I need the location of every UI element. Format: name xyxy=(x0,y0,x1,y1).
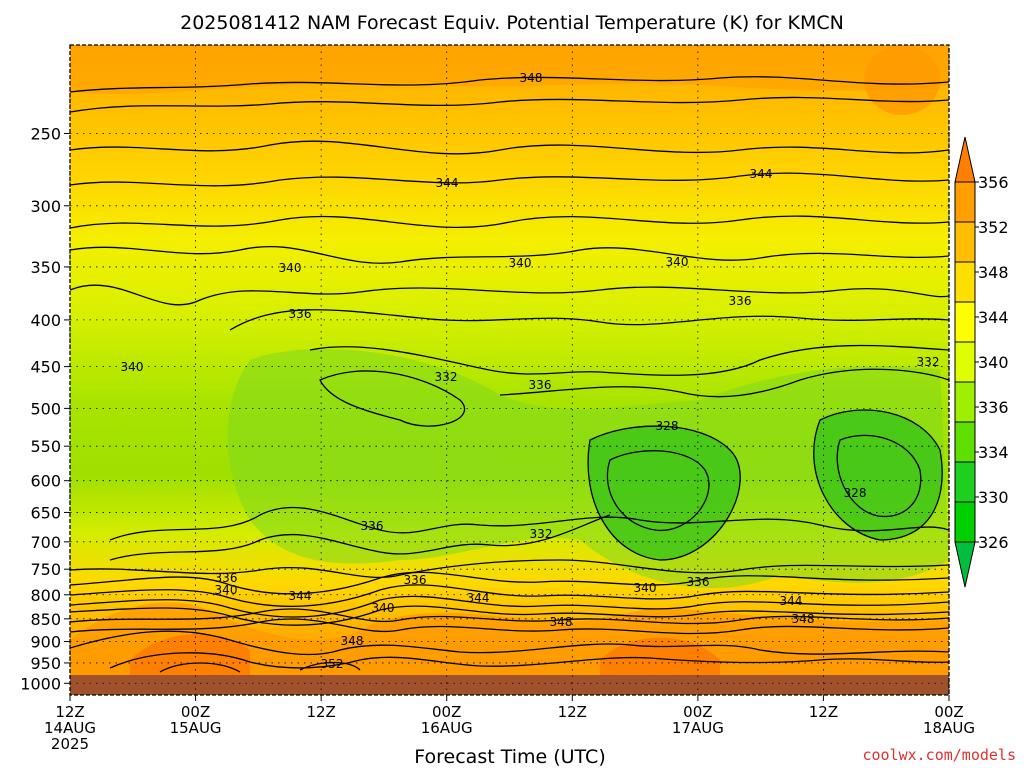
x-tick-label: 12Z xyxy=(558,703,587,721)
colorbar-label: 356 xyxy=(978,173,1009,192)
contour-label-8: 336 xyxy=(289,307,312,321)
y-tick-label: 250 xyxy=(30,124,61,143)
contour-label-2: 344 xyxy=(436,176,459,190)
plot-border xyxy=(69,44,950,696)
y-tick-label: 850 xyxy=(30,610,61,629)
contour-label-28: 348 xyxy=(341,634,364,648)
contour-label-3: 344 xyxy=(750,167,773,181)
colorbar-label: 344 xyxy=(978,308,1009,327)
credit-text: coolwx.com/models xyxy=(862,746,1016,764)
colorbar-segment xyxy=(954,381,976,423)
y-tick-label: 350 xyxy=(30,258,61,277)
x-tick-label: 12Z xyxy=(809,703,838,721)
colorbar-label: 326 xyxy=(978,533,1009,552)
y-tick-label: 500 xyxy=(30,399,61,418)
y-axis: 250 300 350 400 450 500 550 600 650 700 750 800 850 9… xyxy=(20,124,70,693)
colorbar-segment xyxy=(954,301,976,343)
x-tick-label: 00Z xyxy=(432,703,461,721)
warm-region-high xyxy=(70,45,949,95)
colorbar-segment xyxy=(954,181,976,223)
y-tick-label: 800 xyxy=(30,586,61,605)
contour-lines xyxy=(70,76,949,673)
contour-label-9: 336 xyxy=(729,294,752,308)
colorbar-segment xyxy=(954,261,976,303)
x-tick-label: 17AUG xyxy=(672,719,724,737)
contour-label-24: 344 xyxy=(467,591,490,605)
contour-label-4: 340 xyxy=(279,261,302,275)
warm-cell-upper-right xyxy=(864,45,940,115)
contour-label-20: 336 xyxy=(687,575,710,589)
warm-region-low xyxy=(70,602,949,675)
contour-label-18: 336 xyxy=(404,573,427,587)
colorbar-segment xyxy=(954,341,976,383)
contour-label-27: 348 xyxy=(792,612,815,626)
x-tick-label: 18AUG xyxy=(923,719,975,737)
y-tick-label: 1000 xyxy=(20,674,61,693)
x-tick-label: 2025 xyxy=(51,735,89,753)
contour-label-14: 328 xyxy=(656,419,679,433)
colorbar: 356 352 348 344 340 336 334 330 326 xyxy=(954,136,1009,588)
contour-label-21: 340 xyxy=(634,581,657,595)
contour-label-25: 344 xyxy=(780,594,803,608)
contour-label-29: 352 xyxy=(321,657,344,671)
contour-label-12: 336 xyxy=(361,519,384,533)
y-tick-label: 550 xyxy=(30,437,61,456)
y-tick-label: 700 xyxy=(30,533,61,552)
ground-layer xyxy=(70,675,949,695)
contour-label-13: 332 xyxy=(530,527,553,541)
contour-label-1: 348 xyxy=(520,71,543,85)
x-axis-title: Forecast Time (UTC) xyxy=(414,746,605,768)
colorbar-segment xyxy=(954,421,976,463)
colorbar-label: 330 xyxy=(978,488,1009,507)
x-tick-label: 16AUG xyxy=(421,719,473,737)
x-tick-label: 15AUG xyxy=(170,719,222,737)
contour-label-22: 340 xyxy=(372,601,395,615)
contour-label-26: 348 xyxy=(550,615,573,629)
colorbar-segment xyxy=(954,221,976,263)
x-tick-label: 12Z xyxy=(306,703,335,721)
contour-label-16: 336 xyxy=(215,571,238,585)
colorbar-label: 352 xyxy=(978,218,1009,237)
y-tick-label: 650 xyxy=(30,503,61,522)
y-tick-label: 300 xyxy=(30,197,61,216)
x-tick-label: 00Z xyxy=(934,703,963,721)
colorbar-segment xyxy=(954,461,976,503)
y-tick-label: 950 xyxy=(30,654,61,673)
contour-label-5: 340 xyxy=(509,256,532,270)
colorbar-segment xyxy=(954,501,976,543)
contour-labels: 348 344 344 340 340 340 340 336 336 336 … xyxy=(121,71,940,671)
chart-title: 2025081412 NAM Forecast Equiv. Potential… xyxy=(180,12,844,34)
warm-core-low xyxy=(130,633,720,675)
y-tick-label: 900 xyxy=(30,632,61,651)
x-tick-label: 00Z xyxy=(181,703,210,721)
contour-label-17: 332 xyxy=(917,355,940,369)
contour-label-10: 336 xyxy=(529,378,552,392)
x-tick-label: 14AUG xyxy=(44,719,96,737)
y-tick-label: 400 xyxy=(30,311,61,330)
y-tick-label: 450 xyxy=(30,358,61,377)
colorbar-label: 340 xyxy=(978,353,1009,372)
colorbar-label: 336 xyxy=(978,398,1009,417)
contour-label-15: 328 xyxy=(844,486,867,500)
y-tick-label: 600 xyxy=(30,472,61,491)
plot-area xyxy=(70,45,949,695)
colorbar-bottom-arrow xyxy=(954,541,976,588)
contour-label-19: 340 xyxy=(215,583,238,597)
colorbar-label: 348 xyxy=(978,263,1009,282)
contour-label-6: 340 xyxy=(666,255,689,269)
x-tick-label: 00Z xyxy=(683,703,712,721)
y-tick-label: 750 xyxy=(30,560,61,579)
colorbar-label: 334 xyxy=(978,443,1009,462)
contour-label-11: 332 xyxy=(435,370,458,384)
x-tick-label: 12Z xyxy=(55,703,84,721)
contour-label-23: 344 xyxy=(289,589,312,603)
contour-label-7: 340 xyxy=(121,360,144,374)
plot-background xyxy=(70,45,949,695)
colorbar-top-arrow xyxy=(954,136,976,183)
